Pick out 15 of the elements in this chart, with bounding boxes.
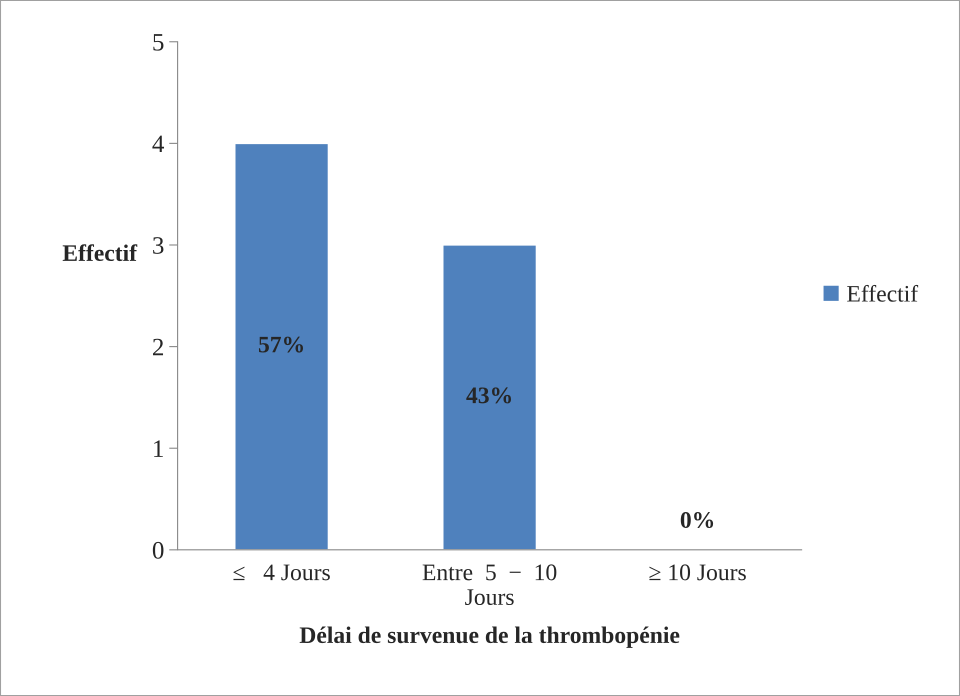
y-tick-label: 4 — [152, 136, 164, 152]
y-tick-label: 1 — [154, 440, 163, 457]
x-tick-label: ≥ 10 Jours — [649, 564, 746, 580]
annotation: 43% — [466, 387, 511, 404]
x-tick-label: Entre 5 − 10 Jours — [422, 564, 556, 606]
annotation: 57% — [258, 336, 303, 353]
x-axis-title: Délai de survenue de la thrombopénie — [300, 626, 680, 648]
y-axis-title: Effectif — [62, 244, 138, 262]
y-tick-label: 2 — [153, 338, 164, 356]
legend-label: Effectif — [847, 284, 918, 302]
y-tick-label: 5 — [153, 34, 164, 51]
x-tick-label: ≤ 4 Jours — [233, 564, 330, 580]
y-tick-label: 3 — [153, 237, 164, 254]
annotation: 0% — [680, 512, 714, 528]
y-tick-label: 0 — [152, 542, 164, 559]
